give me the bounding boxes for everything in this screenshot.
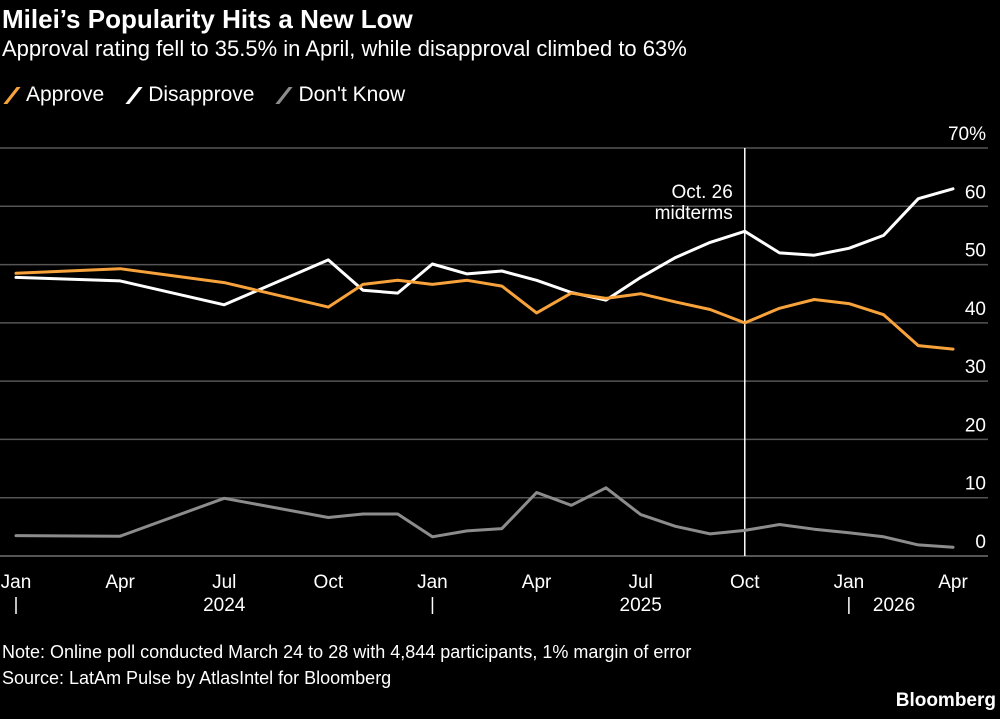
chart-title: Milei’s Popularity Hits a New Low: [2, 4, 413, 34]
legend-label-dont-know: Don't Know: [298, 83, 406, 106]
y-tick-label-30: 30: [965, 357, 986, 378]
legend-item-approve: Approve: [3, 83, 105, 107]
legend: Approve Disapprove Don't Know: [3, 82, 427, 108]
chart-subtitle: Approval rating fell to 35.5% in April, …: [2, 36, 687, 61]
legend-label-approve: Approve: [26, 83, 105, 106]
year-label-2024: 2024: [203, 595, 246, 616]
year-label-2026: 2026: [873, 595, 915, 616]
x-tick-label-3: Oct: [314, 572, 344, 593]
x-tick-label-4: Jan: [417, 572, 448, 593]
x-tick-label-0: Jan: [1, 572, 32, 593]
annotation-label-0-line2: midterms: [655, 203, 733, 224]
y-tick-label-70: 70%: [948, 124, 986, 145]
bloomberg-logo: Bloomberg: [895, 690, 996, 711]
y-tick-label-60: 60: [965, 182, 986, 203]
year-label-2025: 2025: [620, 595, 662, 616]
x-tick-label-9: Apr: [938, 572, 968, 593]
y-tick-label-10: 10: [965, 474, 986, 495]
x-tick-label-7: Oct: [730, 572, 760, 593]
legend-label-disapprove: Disapprove: [148, 83, 255, 106]
series-line-don-t-know: [14, 486, 955, 549]
y-tick-label-20: 20: [965, 415, 986, 436]
annotation-label-0-line1: Oct. 26: [672, 182, 733, 203]
y-tick-label-40: 40: [965, 299, 986, 320]
x-tick-label-1: Apr: [105, 572, 135, 593]
series-line-approve: [14, 267, 955, 351]
chart-note: Note: Online poll conducted March 24 to …: [2, 642, 692, 662]
x-tick-label-8: Jan: [834, 572, 865, 593]
x-tick-label-6: Jul: [629, 572, 653, 593]
x-tick-label-5: Apr: [522, 572, 552, 593]
legend-item-dont-know: Don't Know: [275, 83, 406, 107]
y-tick-label-0: 0: [975, 532, 986, 553]
legend-item-disapprove: Disapprove: [125, 83, 255, 107]
y-tick-label-50: 50: [965, 241, 986, 262]
x-tick-label-2: Jul: [212, 572, 236, 593]
chart-source: Source: LatAm Pulse by AtlasIntel for Bl…: [2, 668, 392, 688]
